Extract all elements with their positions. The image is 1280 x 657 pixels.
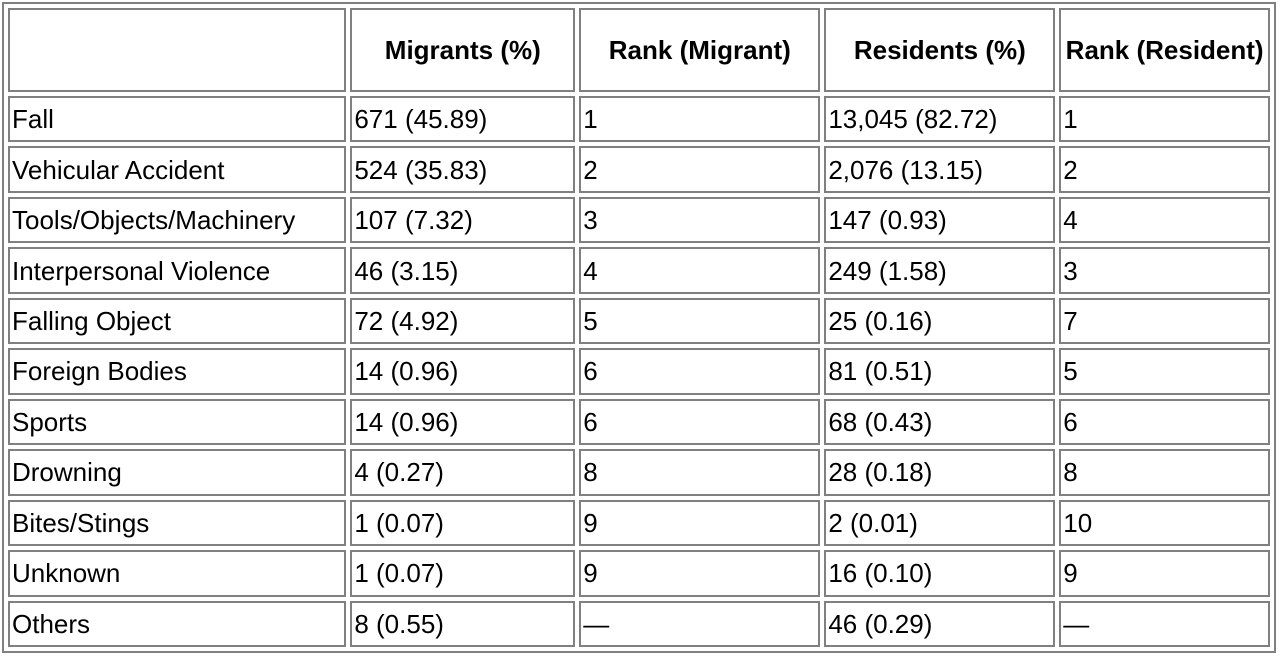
- table-cell: 25 (0.16): [824, 297, 1056, 345]
- table-cell: 5: [1059, 348, 1270, 395]
- header-cell-category: [8, 8, 347, 92]
- table-row: Sports 14 (0.96) 6 68 (0.43) 6: [8, 398, 1270, 446]
- table-cell: Others: [8, 600, 347, 647]
- table-cell: 68 (0.43): [824, 398, 1056, 446]
- table-row: Vehicular Accident 524 (35.83) 2 2,076 (…: [8, 146, 1270, 193]
- table-cell: Falling Object: [8, 297, 347, 345]
- header-cell-migrants: Migrants (%): [350, 8, 576, 92]
- table-cell: 4: [579, 247, 821, 294]
- table-cell: 9: [579, 550, 821, 597]
- table-cell: 1 (0.07): [350, 499, 576, 547]
- table-cell: Sports: [8, 398, 347, 446]
- table-cell: Interpersonal Violence: [8, 247, 347, 294]
- table-cell: 14 (0.96): [350, 398, 576, 446]
- table-cell: 9: [579, 499, 821, 547]
- table-cell: Unknown: [8, 550, 347, 597]
- table-cell: 4 (0.27): [350, 449, 576, 496]
- header-cell-rank-migrant: Rank (Migrant): [579, 8, 821, 92]
- table-cell: Vehicular Accident: [8, 146, 347, 193]
- table-row: Tools/Objects/Machinery 107 (7.32) 3 147…: [8, 196, 1270, 244]
- table-cell: 2 (0.01): [824, 499, 1056, 547]
- injury-mechanism-table: Migrants (%) Rank (Migrant) Residents (%…: [4, 4, 1274, 651]
- table-cell: 6: [579, 348, 821, 395]
- table-cell: 81 (0.51): [824, 348, 1056, 395]
- table-row: Unknown 1 (0.07) 9 16 (0.10) 9: [8, 550, 1270, 597]
- table-cell: 147 (0.93): [824, 196, 1056, 244]
- table-row: Bites/Stings 1 (0.07) 9 2 (0.01) 10: [8, 499, 1270, 547]
- table-row: Others 8 (0.55) — 46 (0.29) —: [8, 600, 1270, 647]
- table-cell: 249 (1.58): [824, 247, 1056, 294]
- table-cell: 5: [579, 297, 821, 345]
- table-cell: 107 (7.32): [350, 196, 576, 244]
- table-cell: 9: [1059, 550, 1270, 597]
- header-cell-rank-resident: Rank (Resident): [1059, 8, 1270, 92]
- table-cell: Foreign Bodies: [8, 348, 347, 395]
- table-cell: 524 (35.83): [350, 146, 576, 193]
- table-cell: Drowning: [8, 449, 347, 496]
- table-cell: 7: [1059, 297, 1270, 345]
- table-cell: 8: [579, 449, 821, 496]
- table-cell: Tools/Objects/Machinery: [8, 196, 347, 244]
- table-cell: 1: [579, 96, 821, 143]
- table-cell: 16 (0.10): [824, 550, 1056, 597]
- table-cell: 1 (0.07): [350, 550, 576, 597]
- table-cell: 4: [1059, 196, 1270, 244]
- table-row: Interpersonal Violence 46 (3.15) 4 249 (…: [8, 247, 1270, 294]
- table-cell: 14 (0.96): [350, 348, 576, 395]
- table-cell: 2: [579, 146, 821, 193]
- table-cell: 6: [1059, 398, 1270, 446]
- table-cell: 3: [1059, 247, 1270, 294]
- table-cell: 671 (45.89): [350, 96, 576, 143]
- table-row: Foreign Bodies 14 (0.96) 6 81 (0.51) 5: [8, 348, 1270, 395]
- table-cell: 8: [1059, 449, 1270, 496]
- table-cell: 3: [579, 196, 821, 244]
- table-cell: 2,076 (13.15): [824, 146, 1056, 193]
- table-cell: 46 (0.29): [824, 600, 1056, 647]
- table-cell: 8 (0.55): [350, 600, 576, 647]
- header-row: Migrants (%) Rank (Migrant) Residents (%…: [8, 8, 1270, 92]
- header-cell-residents: Residents (%): [824, 8, 1056, 92]
- table-cell: 72 (4.92): [350, 297, 576, 345]
- table-cell: 28 (0.18): [824, 449, 1056, 496]
- table-cell: 1: [1059, 96, 1270, 143]
- table-cell: —: [579, 600, 821, 647]
- table-cell: Fall: [8, 96, 347, 143]
- table-cell: 13,045 (82.72): [824, 96, 1056, 143]
- table-cell: 46 (3.15): [350, 247, 576, 294]
- table-cell: 6: [579, 398, 821, 446]
- table-cell: Bites/Stings: [8, 499, 347, 547]
- table-cell: 10: [1059, 499, 1270, 547]
- table-cell: —: [1059, 600, 1270, 647]
- table-cell: 2: [1059, 146, 1270, 193]
- table-row: Falling Object 72 (4.92) 5 25 (0.16) 7: [8, 297, 1270, 345]
- table-row: Fall 671 (45.89) 1 13,045 (82.72) 1: [8, 96, 1270, 143]
- table-row: Drowning 4 (0.27) 8 28 (0.18) 8: [8, 449, 1270, 496]
